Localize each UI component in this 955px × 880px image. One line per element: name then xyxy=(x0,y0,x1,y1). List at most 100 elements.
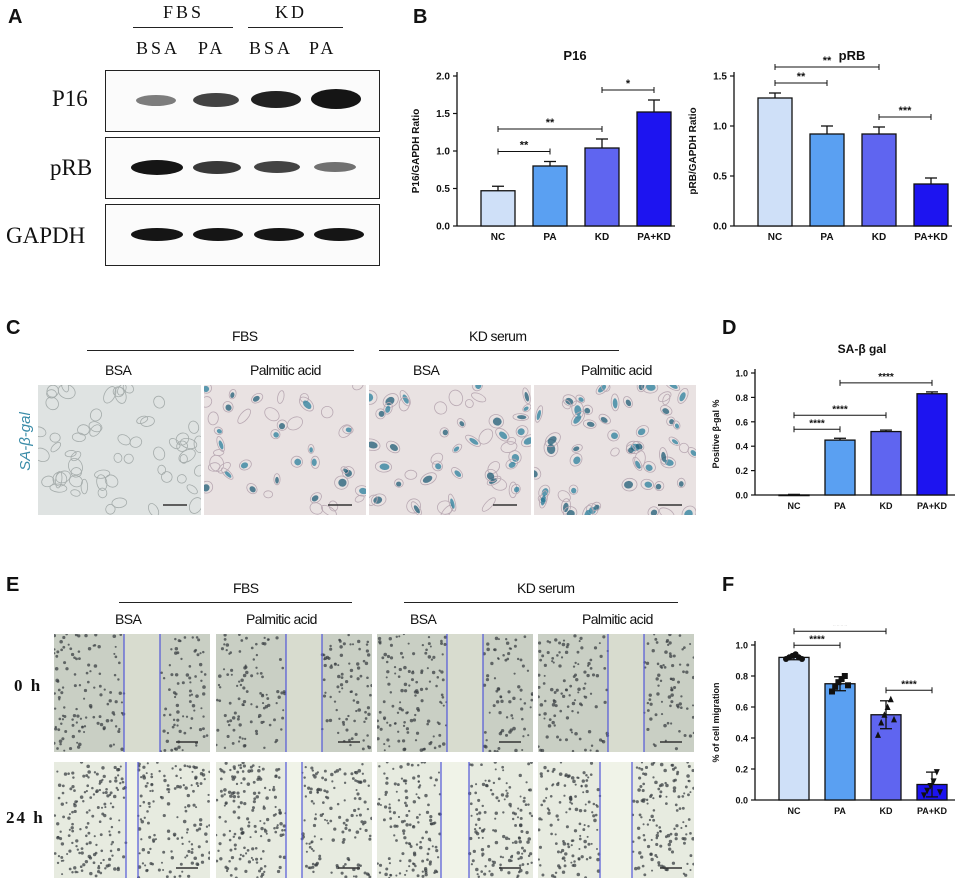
cell-dot xyxy=(691,715,694,719)
cell-dot xyxy=(551,660,554,663)
stain-row-label: SA-β-gal xyxy=(16,412,34,471)
cell-dot xyxy=(475,783,478,786)
cell-dot xyxy=(343,781,347,785)
cell-dot xyxy=(640,855,644,859)
cell-dot xyxy=(244,737,247,741)
cell-dot xyxy=(489,788,493,792)
stained-cell xyxy=(650,509,658,515)
cell xyxy=(505,458,518,470)
micrograph-texture xyxy=(538,634,694,752)
cell-dot xyxy=(208,770,210,774)
cell xyxy=(560,498,572,515)
stained-cell xyxy=(486,472,495,480)
cell-dot xyxy=(308,790,313,794)
cell-dot xyxy=(66,853,69,856)
cell-dot xyxy=(483,872,487,876)
cell-dot xyxy=(562,842,567,846)
cell-dot xyxy=(402,829,406,833)
cell-dot xyxy=(558,651,561,654)
cell-dot xyxy=(304,765,307,769)
cell-dot xyxy=(366,807,370,811)
cell-dot xyxy=(572,665,576,668)
cell-dot xyxy=(178,785,182,789)
cell-dot xyxy=(216,833,218,837)
cell-dot xyxy=(86,764,90,769)
cell xyxy=(539,490,548,509)
cell-dot xyxy=(523,702,527,705)
cell-dot xyxy=(350,813,354,818)
cell-dot xyxy=(80,851,84,855)
cell-dot xyxy=(229,719,233,723)
cell-dot xyxy=(559,709,563,713)
cell-dot xyxy=(65,634,68,636)
cell-dot xyxy=(382,700,386,704)
cell-dot xyxy=(386,670,390,674)
cell-dot xyxy=(572,779,576,784)
stained-cell xyxy=(204,385,210,393)
stained-cell xyxy=(475,385,482,389)
stained-cell xyxy=(225,404,232,411)
cell-dot xyxy=(655,677,659,681)
cell-dot xyxy=(207,793,210,797)
blot-band xyxy=(251,91,301,108)
cell-dot xyxy=(511,817,515,821)
cell-dot xyxy=(587,664,590,667)
cell-dot xyxy=(366,706,371,710)
cell-dot xyxy=(255,732,259,736)
cell-dot xyxy=(505,846,509,851)
cell-dot xyxy=(486,647,490,652)
cell-dot xyxy=(242,777,246,781)
cell-dot xyxy=(237,795,240,799)
cell-dot xyxy=(545,796,548,799)
cell-dot xyxy=(176,724,179,727)
cell-dot xyxy=(405,814,409,817)
cell xyxy=(510,483,521,495)
cell-dot xyxy=(378,710,382,714)
cell-dot xyxy=(566,643,570,647)
cell-dot xyxy=(242,764,247,768)
cell-dot xyxy=(356,677,360,681)
cell-dot xyxy=(437,812,441,816)
cell-dot xyxy=(565,716,570,720)
cell-dot xyxy=(510,859,513,863)
cell xyxy=(568,484,579,495)
cell-dot xyxy=(226,734,230,738)
cell-dot xyxy=(325,719,329,723)
cell-dot xyxy=(579,834,582,837)
cell-dot xyxy=(85,774,89,778)
cell-dot xyxy=(477,817,481,821)
cell-dot xyxy=(414,864,417,868)
cell-dot xyxy=(560,656,564,659)
cell-dot xyxy=(278,811,282,815)
cell-dot xyxy=(111,805,115,809)
cell-dot xyxy=(646,844,651,849)
cell-dot xyxy=(280,728,283,731)
cell-dot xyxy=(252,800,256,804)
stained-cell xyxy=(343,468,348,473)
cell-dot xyxy=(658,784,662,788)
wound-header-underline-kd xyxy=(404,602,678,603)
cell-dot xyxy=(598,642,601,645)
cell-dot xyxy=(336,685,340,689)
stained-cell xyxy=(517,415,527,420)
x-tick-label: PA xyxy=(820,232,833,243)
micrograph-texture xyxy=(538,762,694,878)
cell-dot xyxy=(108,793,112,797)
cell-dot xyxy=(414,713,417,717)
cell-dot xyxy=(502,834,506,839)
cell-dot xyxy=(602,635,606,639)
cell-dot xyxy=(255,857,259,861)
cell-dot xyxy=(187,874,191,878)
cell-dot xyxy=(530,692,533,696)
cell-dot xyxy=(590,744,594,747)
cell-dot xyxy=(406,731,410,734)
data-point xyxy=(930,778,937,785)
cell-dot xyxy=(518,773,522,778)
cell-dot xyxy=(674,837,678,841)
cell-dot xyxy=(551,657,555,660)
cell-dot xyxy=(86,784,90,788)
cell-dot xyxy=(564,738,569,742)
cell-dot xyxy=(190,861,194,865)
cell-dot xyxy=(218,815,222,819)
cell-dot xyxy=(94,851,98,855)
